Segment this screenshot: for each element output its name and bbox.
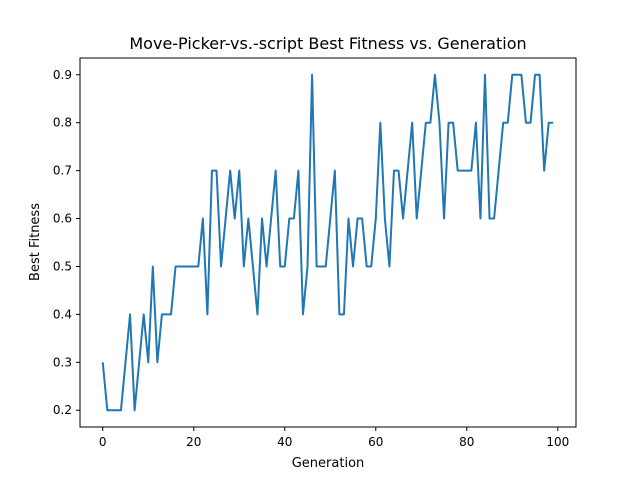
x-tick-label: 40 <box>277 435 292 449</box>
y-axis-label: Best Fitness <box>28 203 43 281</box>
series-layer <box>101 73 554 412</box>
x-tick-label: 100 <box>546 435 569 449</box>
series-line <box>101 73 554 412</box>
x-tick-label: 0 <box>99 435 107 449</box>
y-tick-label: 0.2 <box>53 403 72 417</box>
x-tick-label: 60 <box>368 435 383 449</box>
plot-area-frame <box>79 57 577 428</box>
y-tick-label: 0.3 <box>53 355 72 369</box>
x-axis-ticks: 0 20 40 60 80 100 <box>99 427 569 449</box>
y-tick-label: 0.7 <box>53 164 72 178</box>
x-tick-label: 80 <box>459 435 474 449</box>
y-tick-label: 0.5 <box>53 259 72 273</box>
y-tick-label: 0.4 <box>53 307 72 321</box>
y-axis-ticks: 0.2 0.3 0.4 0.5 0.6 0.7 0.8 0.9 <box>53 68 80 417</box>
x-tick-label: 20 <box>186 435 201 449</box>
y-tick-label: 0.8 <box>53 116 72 130</box>
y-tick-label: 0.6 <box>53 212 72 226</box>
y-tick-label: 0.9 <box>53 68 72 82</box>
x-axis-label: Generation <box>292 456 365 471</box>
chart-title: Move-Picker-vs.-script Best Fitness vs. … <box>129 34 526 53</box>
